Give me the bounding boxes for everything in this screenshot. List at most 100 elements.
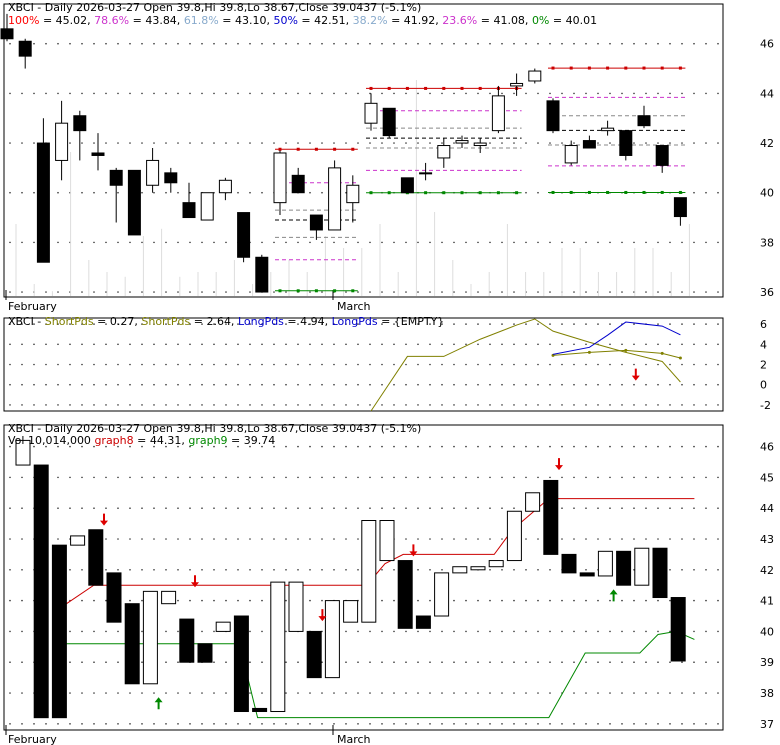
box-grid-dot <box>141 723 143 725</box>
period-grid-dot <box>105 323 107 325</box>
period-grid-dot <box>93 363 95 366</box>
period-grid-dot <box>81 383 83 386</box>
box-grid-dot <box>141 568 143 571</box>
price-grid-dot <box>417 42 419 45</box>
price-grid-dot <box>693 291 695 293</box>
price-grid-dot <box>201 241 203 244</box>
price-grid-dot <box>57 92 59 95</box>
box-bar <box>397 560 413 629</box>
box-grid-dot <box>285 630 287 633</box>
box-bar <box>270 581 286 713</box>
box-grid-dot <box>213 692 215 694</box>
box-grid-dot <box>489 476 491 479</box>
box-grid-dot <box>657 507 659 509</box>
period-grid-dot <box>297 323 299 325</box>
candle-body <box>437 145 451 159</box>
fib-marker <box>624 190 628 194</box>
box-grid-dot <box>513 692 515 694</box>
period-grid-dot <box>249 363 251 366</box>
box-grid-dot <box>489 445 491 448</box>
box-grid-dot <box>249 630 251 633</box>
period-grid-dot <box>417 404 419 406</box>
price-grid-dot <box>381 291 383 293</box>
price-grid-dot <box>9 42 11 45</box>
period-tick-label: 6 <box>760 318 767 331</box>
box-grid-dot <box>405 538 407 540</box>
box-grid-dot <box>501 568 503 571</box>
box-grid-dot <box>189 445 191 448</box>
candle-body <box>73 115 87 132</box>
period-grid-dot <box>393 363 395 366</box>
box-grid-dot <box>105 476 107 479</box>
box-month-label-march: March <box>337 733 371 745</box>
candle-body <box>200 192 214 221</box>
box-grid-dot <box>309 568 311 571</box>
box-bar <box>106 572 122 623</box>
box-grid-dot <box>717 476 719 479</box>
price-grid-dot <box>189 241 191 244</box>
box-bar <box>634 547 650 586</box>
period-grid-dot <box>93 343 95 346</box>
candle-body <box>491 95 505 132</box>
period-grid-dot <box>9 383 11 386</box>
box-grid-dot <box>129 507 131 509</box>
box-grid-dot <box>213 538 215 540</box>
box-grid-dot <box>129 599 131 602</box>
box-grid-dot <box>609 723 611 725</box>
price-grid-dot <box>585 241 587 244</box>
box-grid-dot <box>429 476 431 479</box>
price-grid-dot <box>417 92 419 95</box>
fib-value-0: = 45.02, <box>39 14 94 27</box>
period-grid-dot <box>321 363 323 366</box>
box-grid-dot <box>417 692 419 694</box>
box-grid-dot <box>489 507 491 509</box>
candle-body <box>346 184 360 204</box>
box-grid-dot <box>321 538 323 540</box>
period-grid-dot <box>465 383 467 386</box>
box-grid-dot <box>201 538 203 540</box>
box-grid-dot <box>381 599 383 602</box>
period-grid-dot <box>597 363 599 366</box>
period-grid-dot <box>561 363 563 366</box>
period-grid-dot <box>321 404 323 406</box>
box-grid-dot <box>537 661 539 664</box>
price-grid-dot <box>45 291 47 293</box>
price-grid-dot <box>261 241 263 244</box>
period-grid-dot <box>297 343 299 346</box>
price-grid-dot <box>705 92 707 95</box>
price-grid-dot <box>213 42 215 45</box>
price-grid-dot <box>453 42 455 45</box>
box-grid-dot <box>633 599 635 602</box>
box-grid-dot <box>297 476 299 479</box>
box-grid-dot <box>285 661 287 664</box>
box-grid-dot <box>477 661 479 664</box>
price-grid-dot <box>345 42 347 45</box>
box-bar <box>324 600 340 679</box>
candle-body <box>218 179 232 194</box>
box-grid-dot <box>117 568 119 571</box>
period-grid-dot <box>153 363 155 366</box>
period-grid-dot <box>285 363 287 366</box>
period-grid-dot <box>57 383 59 386</box>
period-grid-dot <box>81 363 83 366</box>
price-grid-dot <box>345 241 347 244</box>
box-grid-dot <box>141 445 143 448</box>
period-grid-dot <box>453 323 455 325</box>
box-grid-dot <box>201 630 203 633</box>
box-grid-dot <box>645 476 647 479</box>
price-grid-dot <box>369 42 371 45</box>
box-grid-dot <box>69 445 71 448</box>
box-grid-dot <box>489 692 491 694</box>
price-grid-dot <box>513 42 515 45</box>
box-grid-dot <box>309 599 311 602</box>
box-grid-dot <box>561 599 563 602</box>
period-grid-dot <box>213 323 215 325</box>
price-grid-dot <box>441 92 443 95</box>
period-grid-dot <box>249 404 251 406</box>
period-grid-dot <box>513 363 515 366</box>
signal-arrow-down <box>555 458 563 471</box>
period-grid-dot <box>9 343 11 346</box>
price-grid-dot <box>321 291 323 293</box>
box-grid-dot <box>261 599 263 602</box>
box-header: XBCI - Daily 2026-03-27 Open 39.8,Hi 39.… <box>8 422 421 435</box>
